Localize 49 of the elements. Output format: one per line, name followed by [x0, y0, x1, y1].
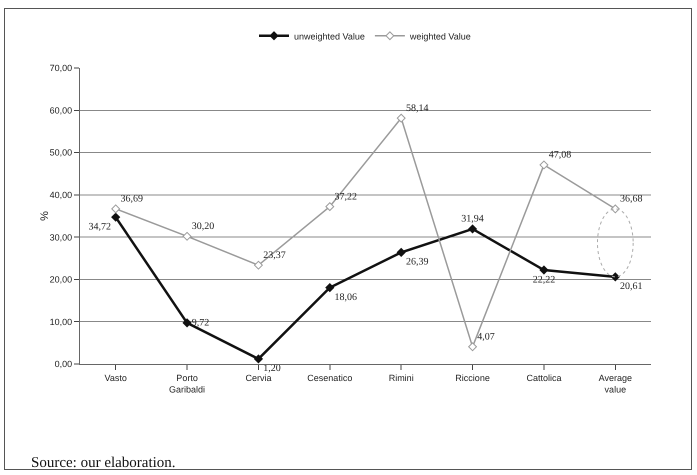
- data-label: 58,14: [406, 102, 428, 114]
- x-tick-label: Cattolica: [526, 372, 562, 383]
- data-label: 26,39: [406, 256, 428, 268]
- y-tick-label: 30,00: [50, 232, 72, 242]
- y-tick-label: 10,00: [50, 316, 72, 327]
- point: [182, 318, 192, 328]
- data-label: 18,06: [334, 292, 358, 303]
- point: [325, 202, 334, 212]
- data-label: 22,22: [532, 274, 556, 286]
- data-label: 36,68: [620, 194, 643, 205]
- data-label: 4,07: [477, 332, 495, 343]
- point: [182, 232, 192, 241]
- y-tick-label: 60,00: [50, 105, 72, 116]
- point: [468, 342, 477, 352]
- y-tick-label: 0,00: [54, 359, 72, 370]
- x-tick-label: Average value: [598, 372, 632, 394]
- point: [254, 260, 263, 270]
- data-label: 30,20: [192, 221, 214, 232]
- point: [396, 248, 406, 257]
- legend-label: weighted Value: [408, 31, 471, 42]
- data-label: 9,72: [192, 317, 210, 328]
- point: [468, 224, 477, 234]
- y-axis-title: %: [39, 210, 51, 221]
- data-label: 20,61: [620, 281, 643, 292]
- x-tick-label: Rimini: [388, 372, 414, 383]
- y-tick-label: 20,00: [50, 274, 72, 285]
- point: [254, 354, 263, 364]
- data-label: 23,37: [263, 250, 286, 261]
- y-tick-label: 50,00: [50, 148, 72, 158]
- x-tick-label: Riccione: [455, 372, 490, 383]
- point: [111, 204, 120, 214]
- source-note: Source: our elaboration.: [31, 455, 176, 471]
- x-tick-label: Porto Garibaldi: [169, 372, 206, 394]
- data-label: 47,08: [548, 150, 572, 161]
- x-tick-label: Cesenatico: [307, 372, 352, 383]
- data-label: 34,72: [88, 221, 111, 232]
- point: [396, 114, 406, 123]
- point: [111, 212, 120, 222]
- legend-label: unweighted Value: [294, 31, 365, 42]
- point: [540, 266, 548, 274]
- y-tick-label: 40,00: [50, 190, 72, 200]
- data-label: 37,22: [334, 191, 358, 202]
- x-tick-label: Vasto: [104, 372, 127, 383]
- y-tick-label: 70,00: [50, 63, 72, 74]
- point: [540, 160, 548, 170]
- point: [325, 283, 334, 292]
- data-label: 31,94: [461, 214, 484, 225]
- x-tick-label: Cervia: [245, 372, 272, 383]
- data-label: 36,69: [120, 194, 143, 205]
